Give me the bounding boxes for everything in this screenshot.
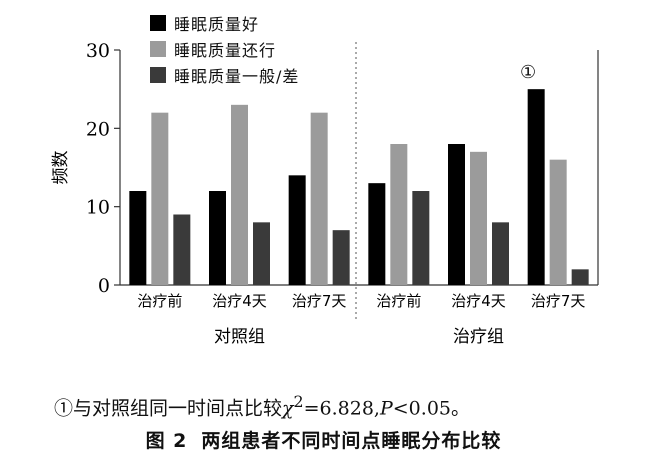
- x-tick-label: 治疗4天: [451, 292, 506, 310]
- legend-label-ok: 睡眠质量还行: [174, 41, 277, 60]
- bar-good: [129, 191, 147, 285]
- figure-number: 图 2: [145, 430, 188, 452]
- footnote-chi-exponent: 2: [293, 392, 304, 411]
- bar-ok: [151, 112, 169, 286]
- footnote-chi: χ: [282, 397, 294, 420]
- footnote-stat: =6.828,: [303, 397, 380, 420]
- footnote-p: P: [379, 397, 393, 420]
- figure-title: 两组患者不同时间点睡眠分布比较: [201, 430, 502, 452]
- x-tick-label: 治疗7天: [531, 292, 586, 310]
- group-label: 对照组: [214, 327, 265, 347]
- legend-swatch-ok: [150, 41, 166, 57]
- group-label: 治疗组: [453, 327, 504, 347]
- legend-label-poor: 睡眠质量一般/差: [174, 67, 300, 86]
- bar-poor: [332, 230, 350, 285]
- y-tick-label: 10: [86, 197, 110, 219]
- legend-label-good: 睡眠质量好: [174, 15, 260, 34]
- footnote-p-value: <0.05。: [392, 397, 470, 420]
- y-tick-label: 20: [86, 118, 110, 140]
- bar-ok: [549, 159, 567, 285]
- x-tick-label: 治疗7天: [292, 292, 347, 310]
- x-tick-label: 治疗前: [376, 292, 421, 310]
- bar-poor: [173, 214, 191, 285]
- figure-caption: 图 2 两组患者不同时间点睡眠分布比较: [0, 426, 661, 453]
- legend-item-poor: 睡眠质量一般/差: [150, 62, 299, 88]
- y-tick-label: 0: [98, 275, 110, 297]
- bar-good: [448, 144, 465, 285]
- legend-item-good: 睡眠质量好: [150, 10, 299, 36]
- bar-poor: [253, 222, 270, 285]
- y-tick-label: 30: [86, 40, 110, 62]
- bar-good: [288, 175, 306, 285]
- legend: 睡眠质量好 睡眠质量还行 睡眠质量一般/差: [150, 10, 299, 88]
- bar-good: [527, 89, 545, 286]
- bar-ok: [390, 144, 408, 285]
- bar-poor: [492, 222, 509, 285]
- legend-item-ok: 睡眠质量还行: [150, 36, 299, 62]
- bar-poor: [571, 269, 589, 285]
- bar-ok: [310, 112, 328, 286]
- x-tick-label: 治疗4天: [212, 292, 267, 310]
- bar-good: [368, 183, 386, 285]
- bar-ok: [470, 151, 487, 285]
- legend-swatch-poor: [150, 67, 166, 83]
- bar-good: [209, 191, 226, 285]
- bar-poor: [412, 191, 430, 285]
- bar-ok: [231, 104, 248, 285]
- legend-swatch-good: [150, 15, 166, 31]
- x-tick-label: 治疗前: [137, 292, 182, 310]
- footnote: ①与对照组同一时间点比较χ2=6.828,P<0.05。: [54, 392, 470, 420]
- y-axis-label: 频数: [51, 151, 71, 185]
- footnote-prefix: ①与对照组同一时间点比较: [54, 397, 283, 420]
- significance-marker: ①: [520, 62, 537, 83]
